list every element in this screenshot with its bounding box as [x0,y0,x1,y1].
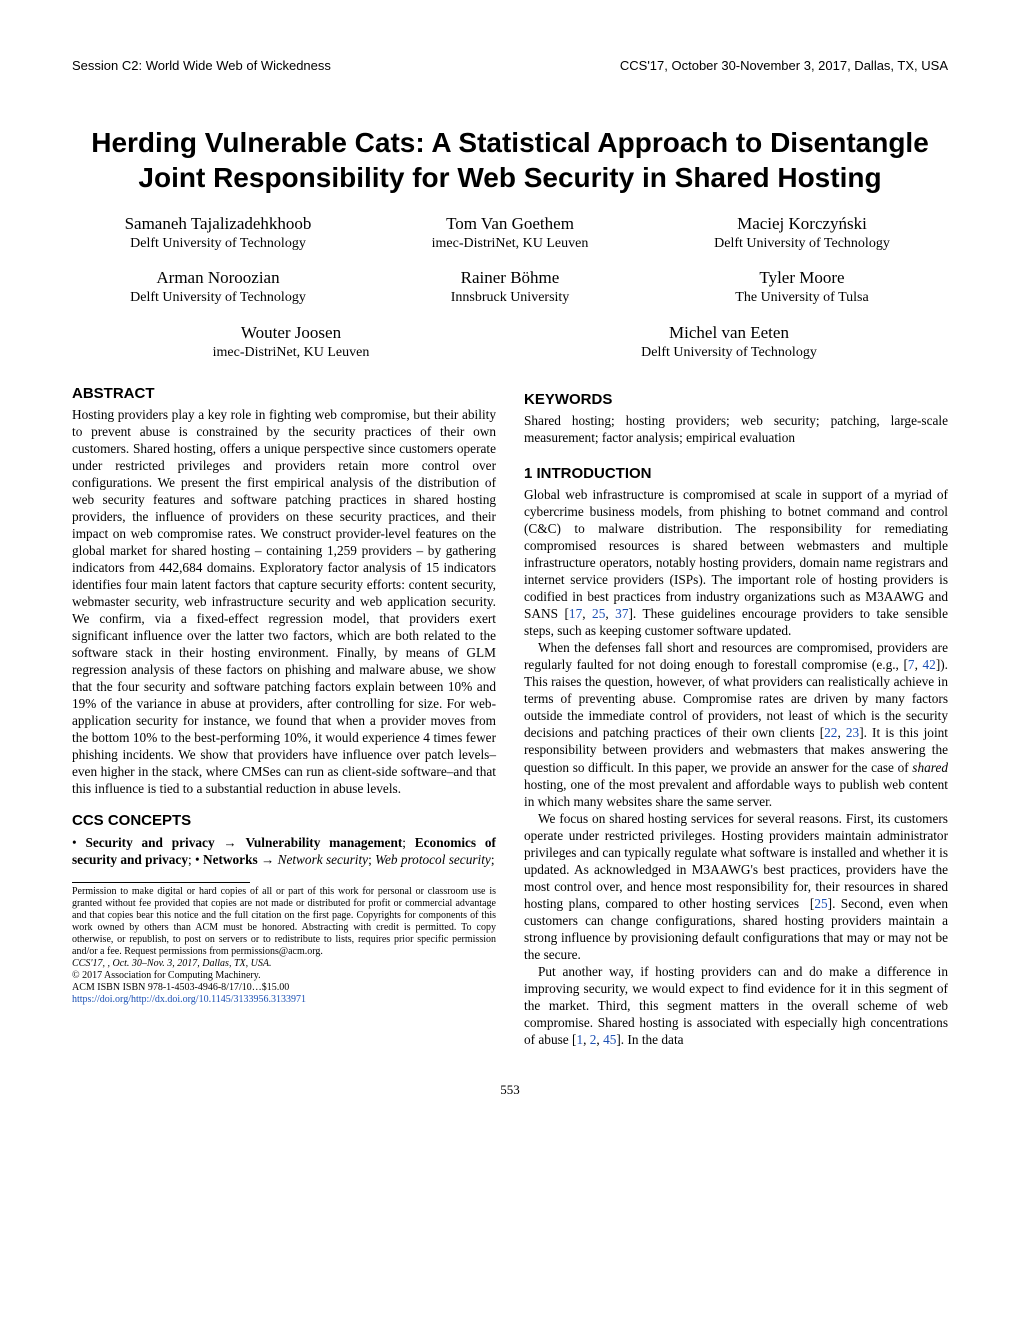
doi-link[interactable]: https://doi.org/http://dx.doi.org/10.114… [72,994,306,1005]
author-name: Tyler Moore [656,267,948,289]
running-head-right: CCS'17, October 30-November 3, 2017, Dal… [620,58,948,73]
author-name: Samaneh Tajalizadehkhoob [72,213,364,235]
author-affiliation: Delft University of Technology [656,235,948,253]
intro-p2: When the defenses fall short and resourc… [524,639,948,809]
permission-text: Permission to make digital or hard copie… [72,886,496,958]
intro-p1: Global web infrastructure is compromised… [524,486,948,639]
author-affiliation: Delft University of Technology [510,344,948,362]
page-title: Herding Vulnerable Cats: A Statistical A… [72,125,948,195]
ccs-text: • Security and privacy → Vulnerability m… [72,834,496,868]
author-affiliation: imec-DistriNet, KU Leuven [72,344,510,362]
permission-rule [72,882,250,883]
title-line-2: Joint Responsibility for Web Security in… [138,162,881,193]
abstract-text: Hosting providers play a key role in fig… [72,406,496,797]
author-name: Wouter Joosen [72,322,510,344]
permission-block: Permission to make digital or hard copie… [72,886,496,1006]
author-affiliation: Delft University of Technology [72,235,364,253]
author-name: Michel van Eeten [510,322,948,344]
intro-heading: 1 INTRODUCTION [524,464,948,483]
author-block: Rainer Böhme Innsbruck University [364,267,656,307]
keywords-text: Shared hosting; hosting providers; web s… [524,412,948,446]
author-affiliation: Innsbruck University [364,289,656,307]
author-block: Samaneh Tajalizadehkhoob Delft Universit… [72,213,364,253]
author-name: Rainer Böhme [364,267,656,289]
author-affiliation: Delft University of Technology [72,289,364,307]
intro-p4: Put another way, if hosting providers ca… [524,963,948,1048]
body-columns: ABSTRACT Hosting providers play a key ro… [72,384,948,1048]
author-block: Tyler Moore The University of Tulsa [656,267,948,307]
author-name: Tom Van Goethem [364,213,656,235]
author-block: Michel van Eeten Delft University of Tec… [510,322,948,362]
permission-venue: CCS'17, , Oct. 30–Nov. 3, 2017, Dallas, … [72,958,271,969]
title-line-1: Herding Vulnerable Cats: A Statistical A… [91,127,929,158]
running-head-left: Session C2: World Wide Web of Wickedness [72,58,331,73]
author-block: Maciej Korczyński Delft University of Te… [656,213,948,253]
ccs-heading: CCS CONCEPTS [72,811,496,830]
intro-p3: We focus on shared hosting services for … [524,810,948,963]
author-name: Arman Noroozian [72,267,364,289]
permission-isbn: ACM ISBN ISBN 978-1-4503-4946-8/17/10…$1… [72,982,496,994]
keywords-heading: KEYWORDS [524,390,948,409]
author-affiliation: imec-DistriNet, KU Leuven [364,235,656,253]
author-block: Wouter Joosen imec-DistriNet, KU Leuven [72,322,510,362]
abstract-heading: ABSTRACT [72,384,496,403]
page-number: 553 [72,1082,948,1098]
author-list: Samaneh Tajalizadehkhoob Delft Universit… [72,213,948,376]
permission-copyright: © 2017 Association for Computing Machine… [72,970,496,982]
author-affiliation: The University of Tulsa [656,289,948,307]
author-block: Tom Van Goethem imec-DistriNet, KU Leuve… [364,213,656,253]
author-name: Maciej Korczyński [656,213,948,235]
author-block: Arman Noroozian Delft University of Tech… [72,267,364,307]
